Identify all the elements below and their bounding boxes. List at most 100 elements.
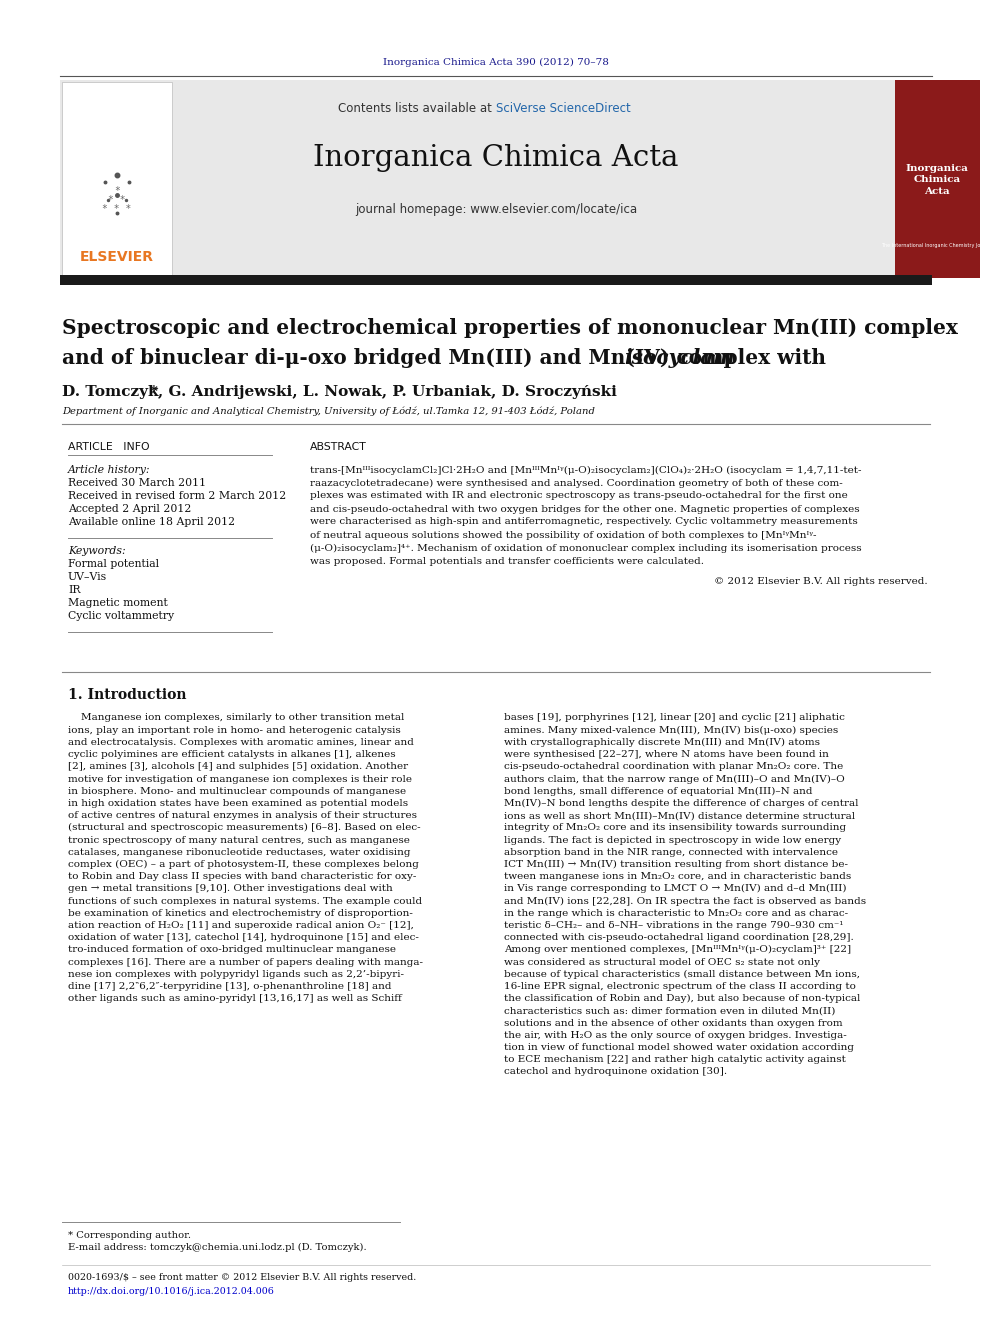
Text: ligands. The fact is depicted in spectroscopy in wide low energy: ligands. The fact is depicted in spectro… (504, 836, 841, 844)
Text: absorption band in the NIR range, connected with intervalence: absorption band in the NIR range, connec… (504, 848, 838, 857)
Text: amines. Many mixed-valence Mn(III), Mn(IV) bis(μ-oxo) species: amines. Many mixed-valence Mn(III), Mn(I… (504, 725, 838, 734)
Text: Inorganica Chimica Acta 390 (2012) 70–78: Inorganica Chimica Acta 390 (2012) 70–78 (383, 57, 609, 66)
Text: Received 30 March 2011: Received 30 March 2011 (68, 478, 206, 488)
Text: characteristics such as: dimer formation even in diluted Mn(II): characteristics such as: dimer formation… (504, 1007, 835, 1015)
Text: journal homepage: www.elsevier.com/locate/ica: journal homepage: www.elsevier.com/locat… (355, 204, 637, 217)
Text: ation reaction of H₂O₂ [11] and superoxide radical anion O₂⁻ [12],: ation reaction of H₂O₂ [11] and superoxi… (68, 921, 414, 930)
Text: teristic δ–CH₂– and δ–NH– vibrations in the range 790–930 cm⁻¹: teristic δ–CH₂– and δ–NH– vibrations in … (504, 921, 843, 930)
Text: SciVerse ScienceDirect: SciVerse ScienceDirect (496, 102, 631, 115)
Text: in biosphere. Mono- and multinuclear compounds of manganese: in biosphere. Mono- and multinuclear com… (68, 787, 406, 795)
Text: isocyclam: isocyclam (624, 348, 734, 368)
Text: catalases, manganese ribonucleotide reductases, water oxidising: catalases, manganese ribonucleotide redu… (68, 848, 411, 857)
Text: connected with cis-pseudo-octahedral ligand coordination [28,29].: connected with cis-pseudo-octahedral lig… (504, 933, 854, 942)
Text: integrity of Mn₂O₂ core and its insensibility towards surrounding: integrity of Mn₂O₂ core and its insensib… (504, 823, 846, 832)
Text: functions of such complexes in natural systems. The example could: functions of such complexes in natural s… (68, 897, 423, 905)
Text: cis-pseudo-octahedral coordination with planar Mn₂O₂ core. The: cis-pseudo-octahedral coordination with … (504, 762, 843, 771)
Text: Available online 18 April 2012: Available online 18 April 2012 (68, 517, 235, 527)
Text: was considered as structural model of OEC s₂ state not only: was considered as structural model of OE… (504, 958, 820, 967)
Text: Formal potential: Formal potential (68, 560, 159, 569)
Text: other ligands such as amino-pyridyl [13,16,17] as well as Schiff: other ligands such as amino-pyridyl [13,… (68, 994, 402, 1003)
Text: the air, with H₂O as the only source of oxygen bridges. Investiga-: the air, with H₂O as the only source of … (504, 1031, 847, 1040)
Text: of active centres of natural enzymes in analysis of their structures: of active centres of natural enzymes in … (68, 811, 417, 820)
Text: gen → metal transitions [9,10]. Other investigations deal with: gen → metal transitions [9,10]. Other in… (68, 884, 393, 893)
Text: be examination of kinetics and electrochemistry of disproportion-: be examination of kinetics and electroch… (68, 909, 413, 918)
Text: and of binuclear di-μ-oxo bridged Mn(III) and Mn(IV) complex with: and of binuclear di-μ-oxo bridged Mn(III… (62, 348, 833, 368)
Text: to ECE mechanism [22] and rather high catalytic activity against: to ECE mechanism [22] and rather high ca… (504, 1056, 846, 1064)
Text: ABSTRACT: ABSTRACT (310, 442, 367, 452)
Text: oxidation of water [13], catechol [14], hydroquinone [15] and elec-: oxidation of water [13], catechol [14], … (68, 933, 419, 942)
Text: Among over mentioned complexes, [MnᴵᴵᴵMnᴵᵞ(μ-O)₂cyclam]³⁺ [22]: Among over mentioned complexes, [MnᴵᴵᴵMn… (504, 945, 851, 954)
Text: Cyclic voltammetry: Cyclic voltammetry (68, 611, 175, 620)
Text: (μ-O)₂isocyclam₂]⁴⁺. Mechanism of oxidation of mononuclear complex including its: (μ-O)₂isocyclam₂]⁴⁺. Mechanism of oxidat… (310, 544, 862, 553)
Text: and cis-pseudo-octahedral with two oxygen bridges for the other one. Magnetic pr: and cis-pseudo-octahedral with two oxyge… (310, 504, 860, 513)
Text: were synthesised [22–27], where N atoms have been found in: were synthesised [22–27], where N atoms … (504, 750, 829, 759)
Text: [2], amines [3], alcohols [4] and sulphides [5] oxidation. Another: [2], amines [3], alcohols [4] and sulphi… (68, 762, 408, 771)
Text: UV–Vis: UV–Vis (68, 572, 107, 582)
Text: 16-line EPR signal, electronic spectrum of the class II according to: 16-line EPR signal, electronic spectrum … (504, 982, 856, 991)
Text: and electrocatalysis. Complexes with aromatic amines, linear and: and electrocatalysis. Complexes with aro… (68, 738, 414, 747)
Text: plexes was estimated with IR and electronic spectroscopy as trans-pseudo-octahed: plexes was estimated with IR and electro… (310, 492, 848, 500)
Text: bases [19], porphyrines [12], linear [20] and cyclic [21] aliphatic: bases [19], porphyrines [12], linear [20… (504, 713, 845, 722)
Text: *
* *
* * *: * * * * * * (102, 185, 132, 214)
Text: *, G. Andrijewski, L. Nowak, P. Urbaniak, D. Sroczyński: *, G. Andrijewski, L. Nowak, P. Urbaniak… (150, 385, 617, 400)
Text: in high oxidation states have been examined as potential models: in high oxidation states have been exami… (68, 799, 408, 808)
Text: Article history:: Article history: (68, 464, 151, 475)
Text: 1. Introduction: 1. Introduction (68, 688, 186, 703)
Text: were characterised as high-spin and antiferromagnetic, respectively. Cyclic volt: were characterised as high-spin and anti… (310, 517, 858, 527)
Bar (60, 79, 932, 280)
Text: Inorganica
Chimica
Acta: Inorganica Chimica Acta (906, 164, 968, 196)
Text: with crystallographically discrete Mn(III) and Mn(IV) atoms: with crystallographically discrete Mn(II… (504, 738, 820, 747)
Text: Magnetic moment: Magnetic moment (68, 598, 168, 609)
Text: tronic spectroscopy of many natural centres, such as manganese: tronic spectroscopy of many natural cent… (68, 836, 410, 844)
Text: tro-induced formation of oxo-bridged multinuclear manganese: tro-induced formation of oxo-bridged mul… (68, 946, 396, 954)
Text: ARTICLE   INFO: ARTICLE INFO (68, 442, 150, 452)
Text: catechol and hydroquinone oxidation [30].: catechol and hydroquinone oxidation [30]… (504, 1068, 727, 1077)
Text: tween manganese ions in Mn₂O₂ core, and in characteristic bands: tween manganese ions in Mn₂O₂ core, and … (504, 872, 851, 881)
Text: Inorganica Chimica Acta: Inorganica Chimica Acta (313, 144, 679, 172)
Text: trans-[MnᴵᴵᴵisocyclamCl₂]Cl·2H₂O and [MnᴵᴵᴵMnᴵᵞ(μ-O)₂isocyclam₂](ClO₄)₂·2H₂O (is: trans-[MnᴵᴵᴵisocyclamCl₂]Cl·2H₂O and [Mn… (310, 466, 861, 475)
Text: * Corresponding author.: * Corresponding author. (68, 1230, 191, 1240)
Text: Manganese ion complexes, similarly to other transition metal: Manganese ion complexes, similarly to ot… (68, 713, 405, 722)
Text: The International Inorganic Chemistry Journal: The International Inorganic Chemistry Jo… (881, 242, 992, 247)
Text: Mn(IV)–N bond lengths despite the difference of charges of central: Mn(IV)–N bond lengths despite the differ… (504, 799, 858, 808)
Text: E-mail address: tomczyk@chemia.uni.lodz.pl (D. Tomczyk).: E-mail address: tomczyk@chemia.uni.lodz.… (68, 1242, 367, 1252)
Text: the classification of Robin and Day), but also because of non-typical: the classification of Robin and Day), bu… (504, 994, 860, 1003)
Text: IR: IR (68, 585, 80, 595)
Text: ICT Mn(III) → Mn(IV) transition resulting from short distance be-: ICT Mn(III) → Mn(IV) transition resultin… (504, 860, 848, 869)
Text: dine [17] 2,2‶6,2″-terpyridine [13], o-phenanthroline [18] and: dine [17] 2,2‶6,2″-terpyridine [13], o-p… (68, 982, 392, 991)
Text: because of typical characteristics (small distance between Mn ions,: because of typical characteristics (smal… (504, 970, 860, 979)
Text: ions, play an important role in homo- and heterogenic catalysis: ions, play an important role in homo- an… (68, 726, 401, 734)
Bar (62, 82, 172, 277)
Text: http://dx.doi.org/10.1016/j.ica.2012.04.006: http://dx.doi.org/10.1016/j.ica.2012.04.… (68, 1286, 275, 1295)
Text: bond lengths, small difference of equatorial Mn(III)–N and: bond lengths, small difference of equato… (504, 787, 812, 795)
Text: D. Tomczyk: D. Tomczyk (62, 385, 159, 400)
Text: in Vis range corresponding to LMCT O → Mn(IV) and d–d Mn(III): in Vis range corresponding to LMCT O → M… (504, 884, 846, 893)
Text: Spectroscopic and electrochemical properties of mononuclear Mn(III) complex: Spectroscopic and electrochemical proper… (62, 318, 958, 337)
Text: ions as well as short Mn(III)–Mn(IV) distance determine structural: ions as well as short Mn(III)–Mn(IV) dis… (504, 811, 855, 820)
Text: cyclic polyimines are efficient catalysts in alkanes [1], alkenes: cyclic polyimines are efficient catalyst… (68, 750, 396, 759)
Bar (895, 79, 980, 278)
Text: Department of Inorganic and Analytical Chemistry, University of Łódź, ul.Tamka 1: Department of Inorganic and Analytical C… (62, 406, 595, 415)
Text: complex (OEC) – a part of photosystem-II, these complexes belong: complex (OEC) – a part of photosystem-II… (68, 860, 419, 869)
Text: was proposed. Formal potentials and transfer coefficients were calculated.: was proposed. Formal potentials and tran… (310, 557, 704, 565)
Text: nese ion complexes with polypyridyl ligands such as 2,2’-bipyri-: nese ion complexes with polypyridyl liga… (68, 970, 404, 979)
Text: © 2012 Elsevier B.V. All rights reserved.: © 2012 Elsevier B.V. All rights reserved… (714, 578, 928, 586)
Text: 0020-1693/$ – see front matter © 2012 Elsevier B.V. All rights reserved.: 0020-1693/$ – see front matter © 2012 El… (68, 1274, 417, 1282)
Text: complexes [16]. There are a number of papers dealing with manga-: complexes [16]. There are a number of pa… (68, 958, 423, 967)
Text: Accepted 2 April 2012: Accepted 2 April 2012 (68, 504, 191, 515)
Text: and Mn(IV) ions [22,28]. On IR spectra the fact is observed as bands: and Mn(IV) ions [22,28]. On IR spectra t… (504, 897, 866, 905)
Text: motive for investigation of manganese ion complexes is their role: motive for investigation of manganese io… (68, 774, 412, 783)
Bar (60, 275, 932, 284)
Text: solutions and in the absence of other oxidants than oxygen from: solutions and in the absence of other ox… (504, 1019, 842, 1028)
Text: in the range which is characteristic to Mn₂O₂ core and as charac-: in the range which is characteristic to … (504, 909, 848, 918)
Text: Contents lists available at: Contents lists available at (338, 102, 496, 115)
Text: Keywords:: Keywords: (68, 546, 126, 556)
Text: authors claim, that the narrow range of Mn(III)–O and Mn(IV)–O: authors claim, that the narrow range of … (504, 774, 845, 783)
Text: tion in view of functional model showed water oxidation according: tion in view of functional model showed … (504, 1043, 854, 1052)
Text: of neutral aqueous solutions showed the possibility of oxidation of both complex: of neutral aqueous solutions showed the … (310, 531, 816, 540)
Text: raazacyclotetradecane) were synthesised and analysed. Coordination geometry of b: raazacyclotetradecane) were synthesised … (310, 479, 843, 488)
Text: Received in revised form 2 March 2012: Received in revised form 2 March 2012 (68, 491, 287, 501)
Text: to Robin and Day class II species with band characteristic for oxy-: to Robin and Day class II species with b… (68, 872, 417, 881)
Text: ELSEVIER: ELSEVIER (80, 250, 154, 265)
Text: (structural and spectroscopic measurements) [6–8]. Based on elec-: (structural and spectroscopic measuremen… (68, 823, 421, 832)
